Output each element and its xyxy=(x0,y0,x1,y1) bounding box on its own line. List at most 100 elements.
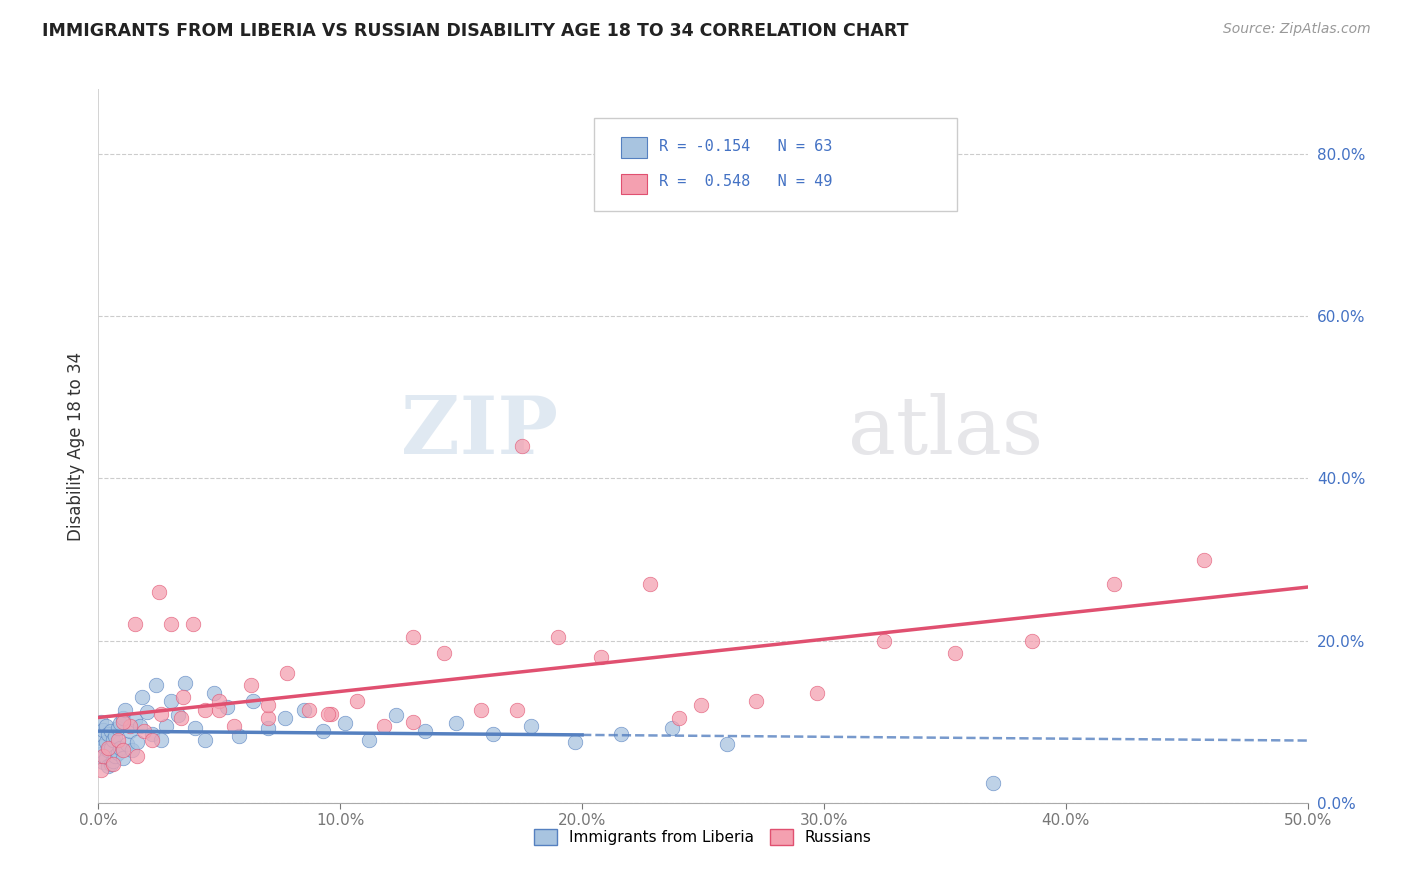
Text: R =  0.548   N = 49: R = 0.548 N = 49 xyxy=(659,174,832,189)
Point xyxy=(101,756,124,771)
Point xyxy=(1102,577,1125,591)
Point xyxy=(160,694,183,708)
Point xyxy=(90,747,112,761)
Point xyxy=(873,633,896,648)
Point xyxy=(131,690,153,705)
Point xyxy=(100,756,122,771)
Point xyxy=(319,706,342,721)
Point xyxy=(101,754,124,768)
Point xyxy=(470,702,492,716)
Point xyxy=(107,721,129,735)
Point xyxy=(256,711,278,725)
FancyBboxPatch shape xyxy=(621,174,647,194)
Point xyxy=(413,724,436,739)
Point xyxy=(160,617,183,632)
Point xyxy=(104,748,127,763)
Point xyxy=(94,751,117,765)
Point xyxy=(141,732,163,747)
Point xyxy=(402,630,425,644)
Point xyxy=(204,686,226,700)
Text: atlas: atlas xyxy=(848,392,1043,471)
Point xyxy=(373,719,395,733)
Point xyxy=(668,711,690,725)
Point xyxy=(716,738,738,752)
Point xyxy=(145,678,167,692)
Point xyxy=(506,702,529,716)
Point xyxy=(806,686,828,700)
Point xyxy=(208,702,231,716)
Point xyxy=(90,764,112,778)
Point xyxy=(433,646,456,660)
Text: R = -0.154   N = 63: R = -0.154 N = 63 xyxy=(659,139,832,154)
Point xyxy=(150,732,173,747)
Point xyxy=(111,711,134,725)
Point xyxy=(194,702,217,716)
Point xyxy=(104,729,127,743)
Point xyxy=(118,724,141,739)
Point xyxy=(510,439,533,453)
Point xyxy=(94,719,117,733)
Point xyxy=(242,694,264,708)
Point xyxy=(316,706,339,721)
Point xyxy=(172,690,194,705)
Point xyxy=(346,694,368,708)
Point xyxy=(981,775,1004,789)
Point xyxy=(359,732,381,747)
Point xyxy=(90,731,112,745)
Point xyxy=(127,748,149,763)
Point xyxy=(101,732,124,747)
Point xyxy=(155,719,177,733)
Point xyxy=(121,743,143,757)
Point xyxy=(141,727,163,741)
Point xyxy=(292,702,315,716)
Point xyxy=(402,714,425,729)
Point xyxy=(256,698,278,713)
Point xyxy=(745,694,768,708)
Y-axis label: Disability Age 18 to 34: Disability Age 18 to 34 xyxy=(66,351,84,541)
Point xyxy=(97,759,120,773)
Legend: Immigrants from Liberia, Russians: Immigrants from Liberia, Russians xyxy=(534,830,872,845)
Point xyxy=(124,713,146,727)
Point xyxy=(222,719,245,733)
Point xyxy=(298,702,321,716)
Point xyxy=(169,711,191,725)
Text: IMMIGRANTS FROM LIBERIA VS RUSSIAN DISABILITY AGE 18 TO 34 CORRELATION CHART: IMMIGRANTS FROM LIBERIA VS RUSSIAN DISAB… xyxy=(42,22,908,40)
Point xyxy=(148,585,170,599)
Point xyxy=(100,740,122,755)
Point xyxy=(239,678,262,692)
Point xyxy=(97,727,120,741)
Point xyxy=(520,719,543,733)
Point xyxy=(100,724,122,739)
Point xyxy=(118,719,141,733)
Point xyxy=(1192,552,1215,566)
Point xyxy=(107,746,129,760)
Point xyxy=(591,649,613,664)
Point xyxy=(181,617,204,632)
Point xyxy=(943,646,966,660)
Point xyxy=(638,577,661,591)
Point xyxy=(661,721,683,735)
Point xyxy=(194,732,217,747)
Point xyxy=(184,721,207,735)
Point xyxy=(91,748,114,763)
Point xyxy=(111,714,134,729)
Point xyxy=(150,706,173,721)
Point xyxy=(97,740,120,755)
Point xyxy=(547,630,569,644)
Point xyxy=(446,716,468,731)
Point xyxy=(91,739,114,753)
Point xyxy=(117,738,139,752)
Point xyxy=(97,743,120,757)
Text: ZIP: ZIP xyxy=(401,392,558,471)
Point xyxy=(481,727,503,741)
Point xyxy=(174,675,197,690)
Text: Source: ZipAtlas.com: Source: ZipAtlas.com xyxy=(1223,22,1371,37)
Point xyxy=(208,694,231,708)
Point xyxy=(135,705,157,719)
Point xyxy=(256,721,278,735)
FancyBboxPatch shape xyxy=(621,137,647,158)
Point xyxy=(91,723,114,737)
Point xyxy=(167,708,190,723)
Point xyxy=(114,702,136,716)
Point xyxy=(564,735,586,749)
